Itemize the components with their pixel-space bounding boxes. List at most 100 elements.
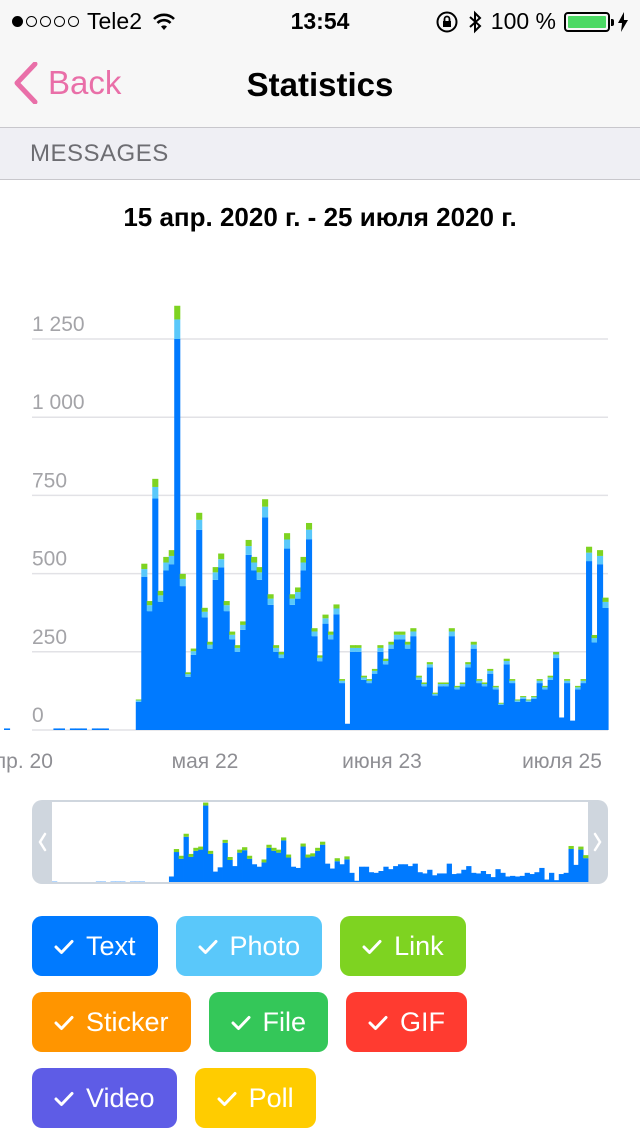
bar-segment-text	[338, 683, 346, 730]
toggle-poll[interactable]: Poll	[194, 1068, 316, 1128]
mini-bar	[271, 850, 277, 882]
bar	[190, 648, 197, 730]
back-button[interactable]: Back	[14, 62, 121, 104]
bar	[295, 587, 302, 730]
bar-segment-link	[196, 512, 203, 520]
range-navigator[interactable]	[32, 800, 608, 884]
bar-segment-photo	[514, 700, 521, 702]
bar	[223, 601, 230, 730]
signal-icon	[12, 16, 79, 27]
toggle-video[interactable]: Video	[32, 1068, 177, 1128]
bar-segment-photo	[179, 578, 186, 587]
bar-segment-text	[91, 728, 98, 730]
mini-bar	[222, 842, 228, 882]
bar-segment-link	[157, 590, 164, 596]
bar-segment-link	[371, 668, 378, 671]
bar	[569, 720, 576, 730]
mini-bar-cap	[178, 855, 184, 859]
mini-bar	[285, 857, 292, 882]
bar-segment-text	[404, 648, 411, 730]
bar-segment-link	[146, 601, 153, 606]
bar	[196, 512, 203, 730]
bar	[564, 679, 571, 730]
mini-bar	[193, 850, 199, 882]
bar-segment-text	[426, 667, 433, 730]
status-right: 100 %	[435, 8, 628, 35]
mini-bar-cap	[227, 856, 233, 860]
bar-segment-text	[454, 689, 461, 730]
bar-segment-photo	[223, 605, 230, 612]
bar-segment-text	[223, 611, 230, 730]
bar	[240, 621, 247, 730]
bar	[218, 553, 225, 730]
bar	[141, 563, 148, 730]
messages-chart[interactable]: 0 250 500 750 1 000 1 250 апр. 20 мая 22 июня 23…	[0, 290, 640, 780]
bar-segment-photo	[360, 677, 367, 680]
mini-bar	[505, 876, 511, 882]
bar	[349, 645, 357, 730]
bar	[542, 685, 549, 730]
bar-segment-photo	[553, 654, 560, 659]
bar-segment-text	[267, 604, 274, 730]
handle-left-mark	[38, 832, 47, 852]
bar	[251, 556, 258, 730]
bar-segment-photo	[289, 598, 296, 605]
mini-bar	[378, 870, 384, 882]
bar	[322, 614, 329, 730]
toggle-text[interactable]: Text	[32, 916, 158, 976]
bar-segment-link	[459, 682, 466, 685]
mini-bar	[290, 866, 297, 882]
mini-bar	[485, 874, 491, 882]
bar	[69, 728, 76, 730]
bar-segment-text	[388, 648, 395, 730]
bar-segment-text	[306, 539, 313, 730]
toggle-sticker[interactable]: Sticker	[32, 992, 191, 1052]
bar-segment-link	[553, 651, 560, 655]
mini-bar-cap	[237, 849, 243, 853]
bar	[597, 550, 604, 730]
mini-bar	[168, 876, 175, 882]
bar-segment-link	[278, 651, 285, 655]
bar-segment-link	[580, 679, 587, 681]
bar-segment-link	[229, 631, 236, 635]
mini-bar-cap	[266, 844, 272, 848]
mini-bar	[315, 850, 321, 882]
toggle-photo[interactable]: Photo	[175, 916, 323, 976]
toggle-row: Text Photo Link	[32, 916, 622, 976]
bar	[97, 728, 104, 730]
bar-segment-text	[437, 686, 444, 730]
bar	[371, 668, 378, 730]
mini-bar	[446, 863, 452, 882]
bar-segment-photo	[591, 638, 598, 643]
mini-bar-cap	[222, 839, 228, 843]
bar-segment-photo	[404, 644, 411, 649]
bar-segment-text	[262, 517, 269, 730]
bar-segment-link	[448, 628, 455, 632]
mini-bar-cap	[173, 849, 180, 853]
bar-segment-photo	[333, 608, 340, 615]
bar-segment-photo	[492, 687, 499, 690]
bar-segment-text	[531, 698, 538, 730]
chevron-right-icon[interactable]	[593, 832, 602, 852]
mini-bar	[402, 864, 409, 882]
toggle-label: Video	[86, 1082, 155, 1113]
bar	[185, 672, 192, 730]
bar-segment-photo	[481, 684, 488, 687]
bar	[360, 675, 367, 730]
chevron-left-icon[interactable]	[38, 832, 47, 852]
bar-segment-text	[229, 639, 236, 730]
toggle-link[interactable]: Link	[340, 916, 466, 976]
bar	[201, 607, 208, 730]
y-tick-label: 1 250	[32, 313, 85, 336]
toggle-gif[interactable]: GIF	[346, 992, 468, 1052]
mini-bar-cap	[315, 847, 321, 851]
bar	[262, 499, 269, 730]
toggle-file[interactable]: File	[208, 992, 329, 1052]
bar-segment-text	[245, 554, 252, 730]
bar-segment-link	[404, 641, 411, 645]
bar-segment-text	[289, 604, 296, 730]
bar-segment-link	[190, 648, 197, 652]
checkmark-icon	[54, 1083, 74, 1114]
bar-segment-photo	[256, 572, 263, 580]
bar	[80, 728, 87, 730]
